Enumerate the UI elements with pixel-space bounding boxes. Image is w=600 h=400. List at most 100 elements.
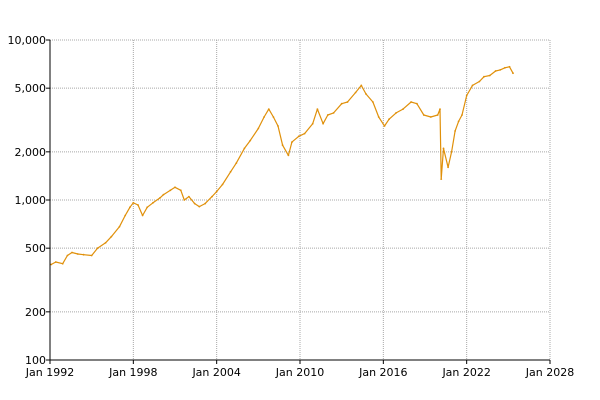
data-point	[263, 116, 265, 118]
data-point	[162, 193, 165, 196]
data-point	[372, 101, 374, 103]
data-point	[383, 125, 386, 127]
data-point	[249, 139, 252, 142]
label-layer: Jan 1992 Jan 1998 Jan 2004 Jan 2010 Jan 2016…	[8, 34, 575, 379]
y-tick-label: 1,000	[15, 194, 47, 207]
data-point	[152, 201, 154, 204]
data-point	[141, 214, 144, 217]
data-point	[360, 84, 363, 87]
data-point	[61, 262, 64, 265]
x-tick-label: Jan 2028	[525, 366, 574, 379]
y-tick-label: 500	[25, 242, 46, 255]
data-point	[132, 201, 135, 204]
x-tick-label: Jan 2004	[191, 366, 240, 379]
data-point	[291, 141, 293, 144]
x-tick-label: Jan 1998	[108, 366, 157, 379]
data-point	[395, 112, 397, 114]
data-point	[478, 80, 481, 83]
data-point	[90, 254, 93, 257]
data-point	[66, 254, 69, 257]
data-point	[137, 204, 139, 206]
data-point	[436, 114, 439, 116]
data-point	[457, 120, 460, 123]
data-point	[303, 132, 306, 135]
data-point	[440, 178, 443, 181]
data-point	[272, 116, 275, 118]
data-point	[110, 235, 113, 238]
data-point	[287, 154, 290, 157]
data-point	[311, 122, 314, 125]
data-point	[124, 214, 127, 217]
data-point	[193, 202, 196, 205]
data-point	[508, 65, 511, 68]
data-point	[118, 225, 121, 228]
y-tick-label: 200	[25, 306, 46, 319]
data-point	[76, 253, 79, 255]
data-point	[388, 118, 390, 121]
data-point	[494, 70, 497, 72]
data-point	[442, 147, 445, 150]
data-point	[429, 116, 432, 118]
data-point	[257, 127, 260, 130]
data-point	[169, 189, 172, 192]
data-point	[422, 114, 425, 116]
y-tick-label: 100	[25, 354, 46, 367]
data-point	[229, 170, 232, 173]
data-point	[512, 72, 514, 75]
y-tick-label: 5,000	[15, 82, 47, 95]
data-point	[204, 202, 207, 205]
data-point	[316, 108, 319, 110]
data-point	[499, 69, 502, 71]
data-point	[198, 205, 201, 208]
data-point	[326, 114, 329, 116]
series-layer	[50, 65, 514, 266]
data-point	[365, 93, 367, 95]
data-point	[465, 94, 468, 97]
data-point	[297, 135, 300, 138]
data-point	[340, 102, 343, 105]
data-point	[416, 102, 418, 105]
data-point	[322, 122, 324, 125]
x-tick-label: Jan 2022	[441, 366, 490, 379]
data-point	[211, 195, 213, 198]
data-point	[447, 166, 449, 169]
data-point	[183, 199, 186, 201]
data-point	[71, 251, 73, 254]
x-tick-label: Jan 2016	[358, 366, 407, 379]
data-point	[104, 241, 107, 244]
data-point	[410, 101, 412, 103]
data-point	[235, 162, 238, 165]
y-tick-label: 2,000	[15, 146, 47, 159]
data-point	[50, 263, 53, 266]
data-point	[277, 125, 279, 127]
data-point	[354, 91, 357, 94]
data-point	[346, 101, 349, 103]
data-point	[82, 253, 85, 256]
data-point	[483, 75, 485, 78]
data-point	[281, 144, 284, 147]
data-point	[267, 108, 270, 110]
y-tick-label: 10,000	[8, 34, 47, 47]
data-point	[332, 112, 335, 114]
grid-layer	[50, 39, 551, 360]
data-point	[174, 186, 176, 189]
data-point	[188, 195, 190, 198]
data-point	[221, 183, 224, 186]
data-point	[504, 66, 506, 69]
axis-layer	[46, 39, 551, 364]
data-point	[215, 190, 218, 193]
data-point	[179, 189, 182, 192]
data-point	[96, 247, 99, 250]
data-point	[129, 206, 131, 209]
data-point	[54, 261, 57, 263]
series-line	[50, 66, 514, 266]
data-point	[377, 116, 380, 118]
data-point	[454, 130, 456, 132]
data-point	[243, 147, 246, 150]
data-point	[461, 114, 463, 116]
data-point	[471, 84, 474, 87]
data-point	[450, 150, 453, 153]
data-point	[402, 108, 404, 110]
